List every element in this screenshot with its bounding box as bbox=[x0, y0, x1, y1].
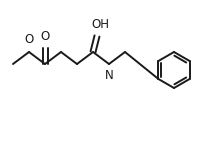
Text: OH: OH bbox=[91, 18, 109, 31]
Text: O: O bbox=[40, 30, 50, 43]
Text: O: O bbox=[24, 33, 34, 46]
Text: N: N bbox=[105, 69, 113, 82]
